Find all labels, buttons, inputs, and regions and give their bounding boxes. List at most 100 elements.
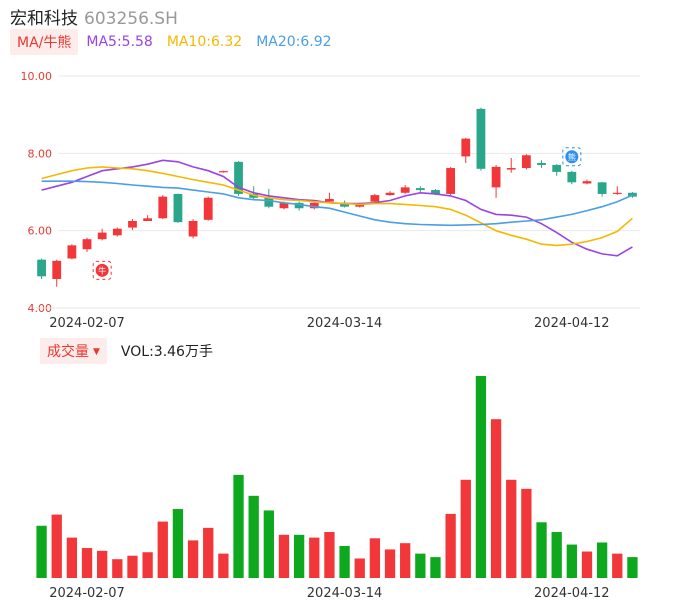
volume-bar <box>445 513 456 578</box>
candle-body <box>218 171 228 173</box>
volume-bar <box>97 550 108 578</box>
ma-legend: MA/牛熊 MA5:5.58 MA10:6.32 MA20:6.92 <box>10 29 346 55</box>
candle-body <box>188 221 198 237</box>
badge-frame <box>92 260 112 280</box>
bear-badge: 熊 <box>562 147 582 167</box>
candle-body <box>628 192 637 197</box>
candle-body <box>491 166 501 188</box>
candle-body <box>506 168 516 170</box>
volume-selector[interactable]: 成交量 ▼ <box>40 338 107 364</box>
ma5-legend: MA5:5.58 <box>86 34 153 50</box>
price-tick-label: 6.00 <box>28 225 53 238</box>
volume-bar <box>415 553 426 578</box>
volume-bar <box>127 555 138 578</box>
volume-bar <box>627 557 638 578</box>
caret-down-icon: ▼ <box>93 347 100 357</box>
candle-body <box>385 192 395 196</box>
ma10-line <box>41 166 633 247</box>
candle-body <box>52 260 62 279</box>
candle-body <box>97 232 107 240</box>
candle-body <box>370 195 380 202</box>
volume-bar <box>278 534 290 578</box>
candle-body <box>112 228 122 236</box>
date-tick-label: 2024-02-07 <box>49 316 125 331</box>
volume-bar <box>309 537 320 578</box>
volume-bar <box>187 540 199 578</box>
candle-body <box>128 221 137 228</box>
volume-bar <box>400 543 411 578</box>
indicator-selector[interactable]: MA/牛熊 <box>10 29 79 55</box>
volume-bar <box>596 542 608 578</box>
candle-body <box>582 181 592 184</box>
stock-title: 宏和科技 603256.SH <box>10 4 178 29</box>
ma5-line <box>41 159 633 257</box>
candle-body <box>67 245 77 259</box>
volume-date-tick-label: 2024-03-14 <box>307 586 383 601</box>
ma10-legend: MA10:6.32 <box>166 34 243 50</box>
candle-body <box>264 197 274 207</box>
volume-bar <box>369 538 381 578</box>
volume-bar <box>551 532 562 578</box>
volume-bar <box>203 527 214 578</box>
volume-date-tick-label: 2024-04-12 <box>534 586 610 601</box>
volume-bar <box>81 548 93 578</box>
volume-bar <box>354 558 365 578</box>
volume-bar <box>51 514 62 578</box>
volume-bar <box>263 510 274 578</box>
volume-date-tick-label: 2024-02-07 <box>49 586 125 601</box>
volume-bar <box>218 553 229 578</box>
candle-body <box>537 163 546 165</box>
volume-bar <box>293 534 305 578</box>
volume-bar <box>384 549 396 578</box>
candle-body <box>461 138 471 157</box>
badge-label: 熊 <box>568 152 576 162</box>
volume-bar <box>430 557 441 578</box>
volume-readout: VOL:3.46万手 <box>120 344 213 360</box>
volume-bar <box>506 479 517 578</box>
candle-body <box>476 108 486 169</box>
stock-name: 宏和科技 <box>10 9 78 29</box>
volume-bar <box>612 553 623 578</box>
volume-legend: 成交量 ▼ VOL:3.46万手 <box>40 338 213 364</box>
candle-body <box>309 202 319 209</box>
volume-bar <box>66 537 78 578</box>
candle-body <box>567 171 577 183</box>
volume-bar <box>566 544 577 578</box>
candle-body <box>294 202 304 209</box>
volume-bar <box>581 551 593 578</box>
badge-label: 牛 <box>98 266 106 276</box>
volume-bar <box>521 488 532 578</box>
volume-bar <box>36 525 47 578</box>
volume-bar <box>460 479 471 578</box>
badge-dot <box>565 150 579 164</box>
volume-bar <box>233 474 244 578</box>
volume-bar <box>324 532 335 578</box>
candle-body <box>37 259 46 277</box>
candle-body <box>521 155 531 169</box>
candle-body <box>597 182 607 194</box>
volume-bar <box>112 559 123 578</box>
date-tick-label: 2024-04-12 <box>534 316 610 331</box>
candle-body <box>431 190 440 194</box>
candle-body <box>158 196 168 219</box>
candle-body <box>173 193 183 223</box>
stock-code: 603256.SH <box>84 9 178 29</box>
candle-body <box>279 202 289 209</box>
volume-bar <box>172 509 184 578</box>
badge-frame <box>562 147 582 167</box>
ma20-legend: MA20:6.92 <box>256 34 332 50</box>
ma20-line <box>41 180 633 227</box>
candle-body <box>552 164 562 172</box>
volume-bar <box>157 521 168 578</box>
candle-body <box>355 204 365 207</box>
volume-bar <box>142 552 153 578</box>
candle-body <box>234 161 243 194</box>
price-tick-label: 10.00 <box>21 70 53 83</box>
candle-body <box>82 239 92 250</box>
date-tick-label: 2024-03-14 <box>307 316 383 331</box>
volume-bar <box>248 495 259 578</box>
candle-body <box>143 218 153 221</box>
volume-selector-label: 成交量 <box>47 344 89 360</box>
volume-bar <box>475 376 487 578</box>
